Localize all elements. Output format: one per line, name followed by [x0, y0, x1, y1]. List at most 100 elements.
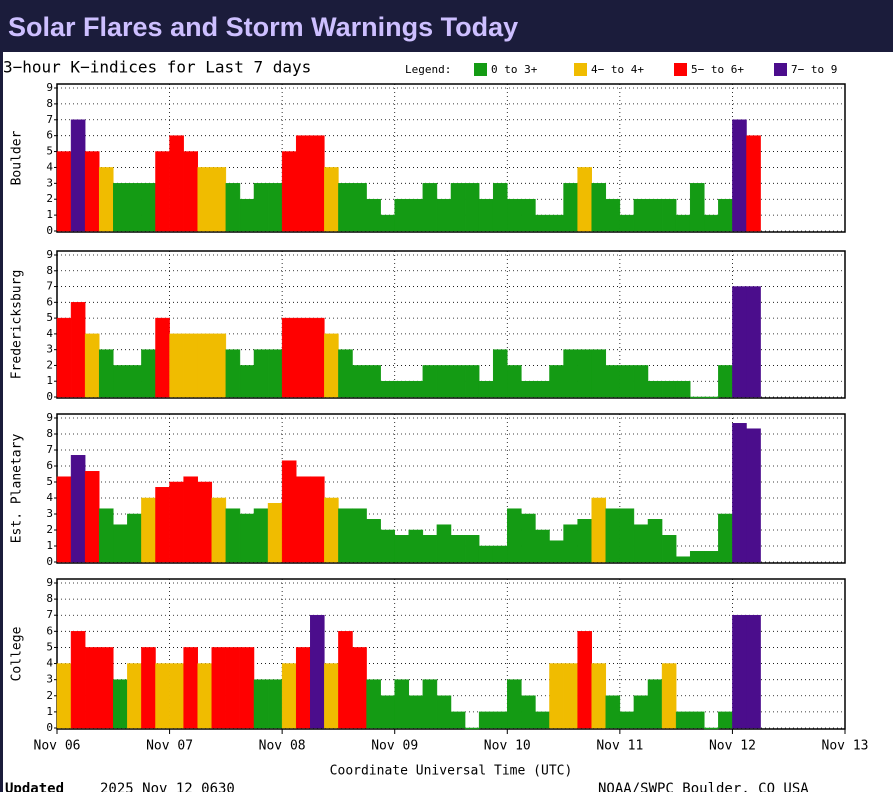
bar	[605, 198, 621, 232]
bar	[507, 198, 522, 232]
bar	[197, 333, 213, 398]
bar	[84, 647, 100, 729]
bar	[127, 365, 142, 398]
bar	[84, 333, 100, 398]
bar	[591, 349, 607, 398]
y-tick-label: 5	[46, 640, 53, 653]
bar	[549, 214, 564, 232]
bar	[436, 695, 452, 729]
bar	[98, 167, 114, 232]
bar	[380, 214, 395, 232]
y-tick-label: 0	[46, 721, 53, 734]
y-tick-label: 2	[46, 358, 53, 371]
bar	[422, 679, 438, 729]
bar	[563, 349, 578, 398]
bar	[689, 396, 705, 399]
bar	[535, 214, 550, 232]
bar	[70, 631, 86, 729]
bar	[169, 333, 184, 398]
bar	[267, 349, 283, 398]
y-tick-label: 9	[46, 576, 53, 589]
bar	[605, 508, 621, 563]
y-tick-label: 7	[46, 280, 53, 293]
bar	[211, 333, 227, 398]
bar	[704, 214, 719, 232]
bar	[591, 183, 607, 232]
x-tick-label: Nov 11	[596, 739, 643, 754]
bar	[661, 198, 677, 232]
legend-swatch	[474, 63, 487, 76]
bar	[84, 471, 100, 563]
y-tick-label: 8	[46, 264, 53, 277]
bar	[127, 513, 142, 563]
bar	[689, 711, 705, 729]
bar	[141, 349, 156, 398]
bar	[507, 679, 522, 729]
bar	[338, 508, 353, 563]
bar	[295, 476, 311, 563]
bar	[718, 711, 733, 729]
bar	[619, 508, 635, 563]
bar	[619, 214, 635, 232]
bar	[647, 380, 663, 398]
bar	[141, 497, 156, 563]
bar	[732, 614, 747, 729]
bar	[183, 151, 198, 232]
bar	[422, 365, 438, 398]
y-tick-label: 1	[46, 374, 53, 387]
bar	[98, 508, 114, 563]
x-tick-label: Nov 08	[259, 739, 306, 754]
y-tick-label: 3	[46, 176, 53, 189]
bar	[155, 151, 170, 232]
bar	[549, 540, 564, 563]
bar	[521, 198, 536, 232]
bar	[366, 365, 381, 398]
y-tick-label: 2	[46, 523, 53, 536]
bar	[718, 198, 733, 232]
bar	[113, 679, 128, 729]
y-tick-label: 9	[46, 248, 53, 261]
y-tick-label: 0	[46, 390, 53, 403]
bar	[675, 380, 691, 398]
bar	[746, 135, 761, 232]
plot-frame	[56, 578, 846, 730]
bar	[70, 302, 86, 398]
bar	[56, 476, 72, 563]
bar	[478, 198, 494, 232]
bar	[211, 167, 227, 232]
bar	[521, 513, 536, 563]
y-axis-label: Fredericksburg	[10, 270, 25, 380]
bar	[647, 198, 663, 232]
bar	[633, 365, 649, 398]
bar	[450, 365, 466, 398]
y-tick-label: 7	[46, 113, 53, 126]
bar	[577, 167, 592, 232]
bar	[464, 535, 480, 563]
bar	[647, 519, 663, 563]
bar	[141, 647, 156, 729]
bar	[394, 535, 410, 563]
x-tick-label: Nov 13	[822, 739, 869, 754]
legend-swatch	[674, 63, 687, 76]
bar	[591, 497, 607, 563]
bar	[605, 365, 621, 398]
y-tick-label: 4	[46, 657, 53, 670]
x-tick-label: Nov 09	[371, 739, 418, 754]
bar	[704, 551, 719, 563]
y-tick-label: 1	[46, 539, 53, 552]
bar	[169, 663, 184, 729]
bar	[675, 556, 691, 563]
y-tick-label: 2	[46, 689, 53, 702]
bar	[225, 508, 241, 563]
bar	[338, 631, 353, 729]
bar	[295, 647, 311, 729]
y-tick-label: 6	[46, 295, 53, 308]
bar	[281, 460, 297, 563]
bar	[507, 508, 522, 563]
bar	[183, 647, 198, 729]
bar	[732, 119, 747, 232]
bar	[633, 198, 649, 232]
bar	[352, 647, 367, 729]
bar	[492, 349, 508, 398]
bar	[689, 183, 705, 232]
